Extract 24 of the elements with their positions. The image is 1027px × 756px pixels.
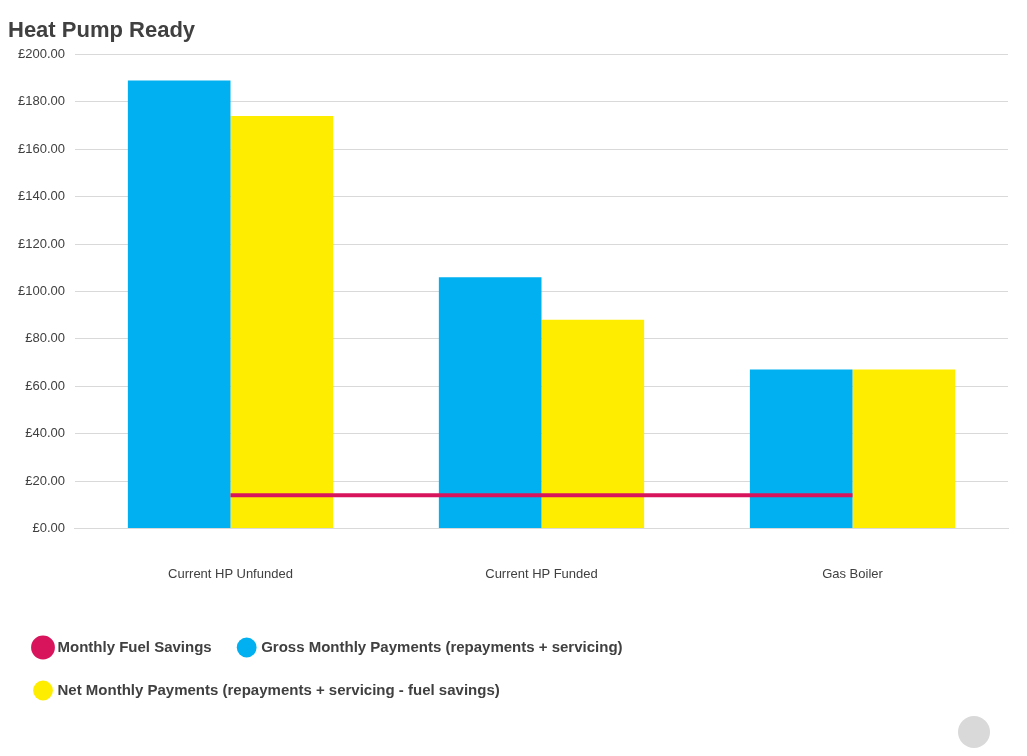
y-tick-label: £120.00 (17, 235, 65, 251)
x-tick-label: Gas Boiler (822, 565, 884, 581)
chart-title: Heat Pump Ready (8, 17, 196, 43)
y-tick-label: £40.00 (25, 425, 65, 441)
y-tick-label: £180.00 (17, 93, 65, 109)
y-tick-label: £140.00 (17, 188, 65, 204)
x-tick-label: Current HP Unfunded (168, 565, 293, 581)
y-tick-label: £160.00 (17, 140, 65, 156)
legend-label: Net Monthly Payments (repayments + servicing - fuel savings) (57, 680, 500, 698)
bar (541, 319, 645, 528)
y-tick-label: £200.00 (17, 45, 65, 61)
x-tick-label: Current HP Funded (485, 565, 598, 581)
y-tick-label: £80.00 (25, 330, 65, 346)
bar (852, 369, 956, 528)
bar (438, 277, 542, 528)
legend-label: Monthly Fuel Savings (57, 637, 212, 655)
bar (749, 369, 853, 528)
bar (127, 80, 231, 528)
bar (230, 116, 334, 528)
y-tick-label: £20.00 (25, 472, 65, 488)
y-tick-label: £0.00 (32, 519, 65, 535)
y-tick-label: £60.00 (25, 377, 65, 393)
legend-label: Gross Monthly Payments (repayments + servicing) (261, 637, 623, 655)
y-tick-label: £100.00 (17, 282, 65, 298)
